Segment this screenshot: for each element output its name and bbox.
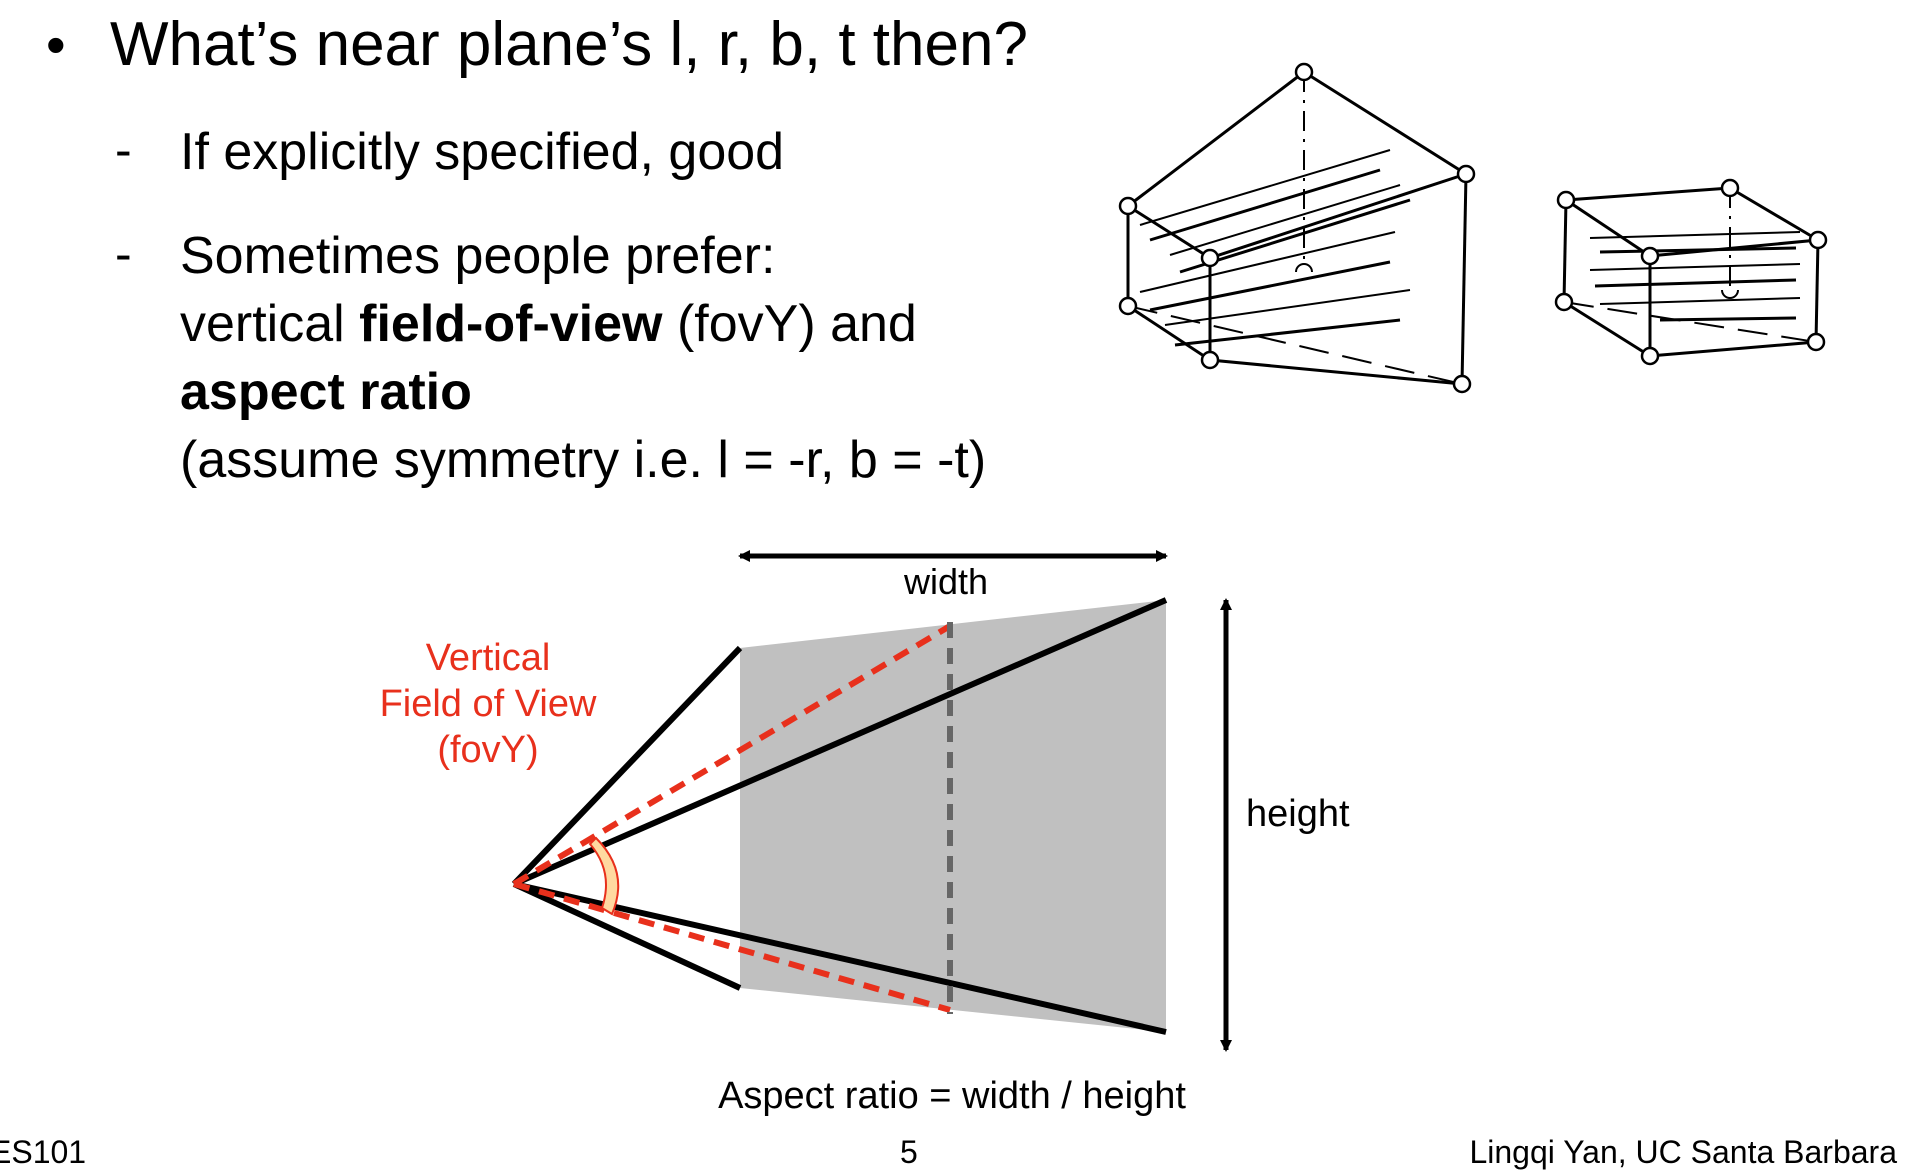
footer-course: ES101 bbox=[0, 1134, 87, 1170]
dash-marker: - bbox=[115, 226, 132, 282]
aspect-ratio-formula: Aspect ratio = width / height bbox=[718, 1075, 1186, 1117]
fov-red-bottom bbox=[513, 881, 951, 1013]
eye-to-far-bottom bbox=[513, 881, 1167, 1035]
fov-angle-arc bbox=[588, 836, 620, 916]
sub-line-2-pre: vertical bbox=[180, 295, 360, 353]
eye-to-far-top bbox=[512, 597, 1168, 887]
footer-author: Lingqi Yan, UC Santa Barbara bbox=[1469, 1134, 1897, 1170]
perspective-frustum-sketch bbox=[1118, 62, 1476, 394]
footer-page-number: 5 bbox=[900, 1134, 918, 1170]
orthographic-box-sketch bbox=[1554, 178, 1828, 366]
fov-label-line2: Field of View bbox=[380, 683, 597, 725]
fov-label-line1: Vertical bbox=[426, 637, 551, 679]
height-label: height bbox=[1246, 793, 1350, 835]
sub-line-3-bold: aspect ratio bbox=[180, 363, 472, 421]
bullet-heading: What’s near plane’s l, r, b, t then? bbox=[110, 10, 1028, 79]
sub-point-explicit: If explicitly specified, good bbox=[180, 123, 785, 181]
eye-to-near-top bbox=[511, 645, 743, 887]
width-label: width bbox=[903, 561, 988, 602]
sub-line-2: vertical field-of-view (fovY) and bbox=[180, 290, 986, 358]
sub-point-fov: Sometimes people prefer: vertical field-… bbox=[180, 222, 986, 494]
sub-line-1: Sometimes people prefer: bbox=[180, 227, 776, 285]
sub-line-2-bold: field-of-view bbox=[359, 295, 663, 353]
dash-marker: - bbox=[115, 122, 132, 178]
sub-line-3: aspect ratio bbox=[180, 358, 986, 426]
fov-label-line3: (fovY) bbox=[437, 729, 538, 771]
bullet-dot: • bbox=[46, 13, 66, 76]
fov-red-top bbox=[512, 623, 952, 887]
sub-line-2-post: (fovY) and bbox=[662, 295, 917, 353]
eye-to-near-bottom bbox=[512, 881, 742, 991]
sub-line-4: (assume symmetry i.e. l = -r, b = -t) bbox=[180, 431, 987, 489]
